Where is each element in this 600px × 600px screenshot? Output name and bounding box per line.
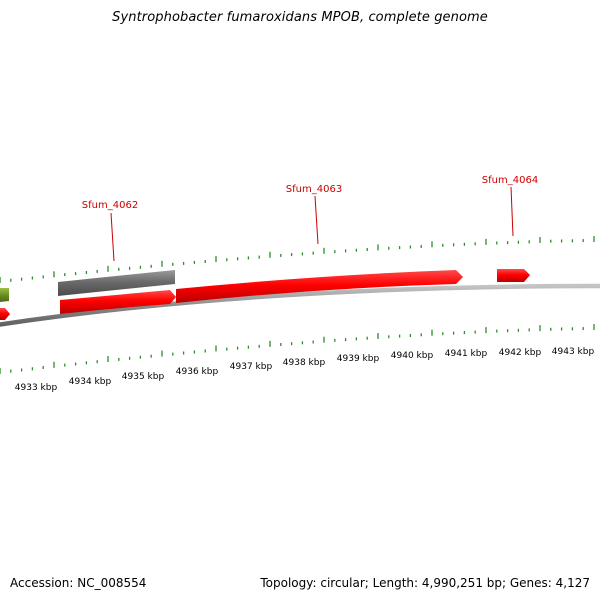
genome-backbone	[0, 283, 600, 327]
axis-label: 4942 kbp	[499, 348, 542, 358]
gene-label[interactable]: Sfum_4064	[482, 175, 538, 186]
gene-sfum-4063-arrow[interactable]	[176, 270, 463, 303]
accession-text: Accession: NC_008554	[10, 576, 147, 590]
gene-sfum-4064-arrow[interactable]	[497, 269, 530, 282]
gene-label[interactable]: Sfum_4062	[82, 200, 138, 211]
axis-label: 4938 kbp	[283, 358, 326, 368]
gene-sfum-4063-leader	[314, 195, 319, 245]
axis-label: 4934 kbp	[69, 377, 112, 387]
axis-label: 4937 kbp	[230, 362, 273, 372]
gene-sfum-4062-arrow[interactable]	[60, 290, 176, 314]
axis-label: 4943 kbp	[552, 347, 595, 357]
axis-label: 4936 kbp	[176, 367, 219, 377]
genome-title: Syntrophobacter fumaroxidans MPOB, compl…	[112, 10, 488, 25]
genome-summary-text: Topology: circular; Length: 4,990,251 bp…	[260, 576, 590, 590]
neighbor-gene-red-stub[interactable]	[0, 308, 10, 320]
neighbor-gene-green[interactable]	[0, 288, 9, 302]
gene-sfum-4062-leader	[110, 212, 115, 262]
axis-labels: 4933 kbp 4934 kbp 4935 kbp 4936 kbp 4937…	[15, 347, 595, 393]
axis-label: 4939 kbp	[337, 354, 380, 364]
axis-label: 4940 kbp	[391, 351, 434, 361]
gene-label[interactable]: Sfum_4063	[286, 184, 342, 195]
axis-label: 4933 kbp	[15, 383, 58, 393]
gene-sfum-4064-leader	[510, 186, 514, 237]
axis-label: 4941 kbp	[445, 349, 488, 359]
outer-tick-ring	[0, 236, 595, 283]
inner-tick-ring	[0, 324, 595, 374]
pseudo-gene-feature[interactable]	[58, 270, 175, 296]
axis-label: 4935 kbp	[122, 372, 165, 382]
